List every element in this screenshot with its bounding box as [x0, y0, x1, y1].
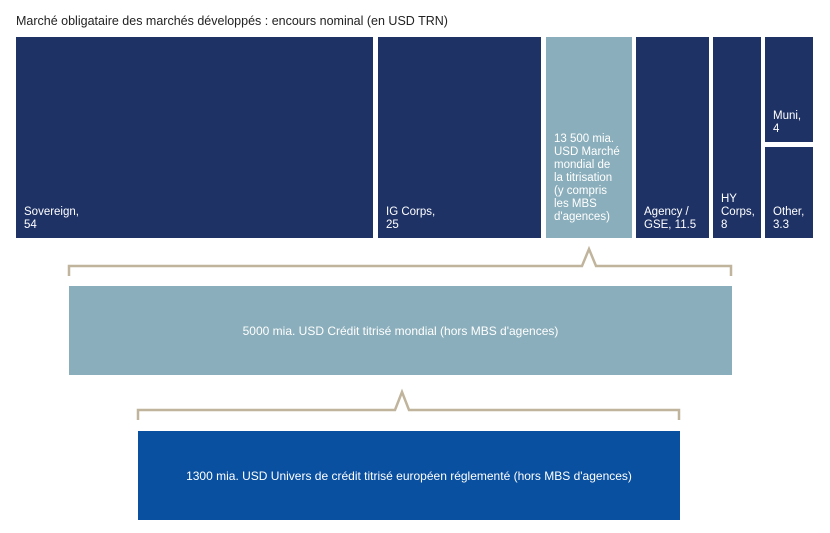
- tile-other-label: Other,: [773, 206, 805, 218]
- tile-hy-label: HY: [721, 193, 737, 205]
- tile-securitisation-line: les MBS: [554, 198, 597, 210]
- tile-securitisation-line: (y compris: [554, 185, 608, 197]
- tile-sovereign-value: 54: [24, 219, 37, 231]
- tile-sovereign-label: Sovereign,: [24, 206, 79, 218]
- tile-ig-corps: IG Corps, 25: [378, 37, 541, 238]
- tile-agency-value: GSE, 11.5: [644, 219, 697, 231]
- global-securitised-credit-bar: 5000 mia. USD Crédit titrisé mondial (ho…: [69, 286, 732, 375]
- tile-agency-label: Agency /: [644, 206, 689, 218]
- tile-muni-value: 4: [773, 123, 780, 135]
- tile-securitisation-line: 13 500 mia.: [554, 133, 615, 145]
- european-securitised-credit-bar: 1300 mia. USD Univers de crédit titrisé …: [138, 431, 680, 520]
- tile-securitisation-line: d'agences): [554, 211, 610, 223]
- global-securitised-credit-label: 5000 mia. USD Crédit titrisé mondial (ho…: [242, 323, 559, 338]
- tile-ig-corps-value: 25: [386, 219, 399, 231]
- tile-agency-gse: Agency / GSE, 11.5: [636, 37, 709, 238]
- tile-securitisation-line: USD Marché: [554, 146, 620, 158]
- lower-bracket: [136, 388, 681, 420]
- tile-other: Other, 3.3: [765, 147, 813, 238]
- tile-muni: Muni, 4: [765, 37, 813, 142]
- european-securitised-credit-label: 1300 mia. USD Univers de crédit titrisé …: [186, 468, 632, 483]
- tile-securitisation-line: mondial de: [554, 159, 611, 171]
- tile-securitisation-line: la titrisation: [554, 172, 613, 184]
- upper-bracket: [67, 245, 733, 276]
- tile-muni-label: Muni,: [773, 110, 802, 122]
- tile-hy-corps: HY Corps, 8: [713, 37, 761, 238]
- tile-securitisation: 13 500 mia. USD Marché mondial de la tit…: [546, 37, 632, 238]
- tile-other-value: 3.3: [773, 219, 789, 231]
- tile-sovereign: Sovereign, 54: [16, 37, 373, 238]
- chart-title: Marché obligataire des marchés développé…: [16, 14, 448, 28]
- tile-ig-corps-label: IG Corps,: [386, 206, 436, 218]
- tile-hy-value: Corps, 8: [721, 206, 755, 231]
